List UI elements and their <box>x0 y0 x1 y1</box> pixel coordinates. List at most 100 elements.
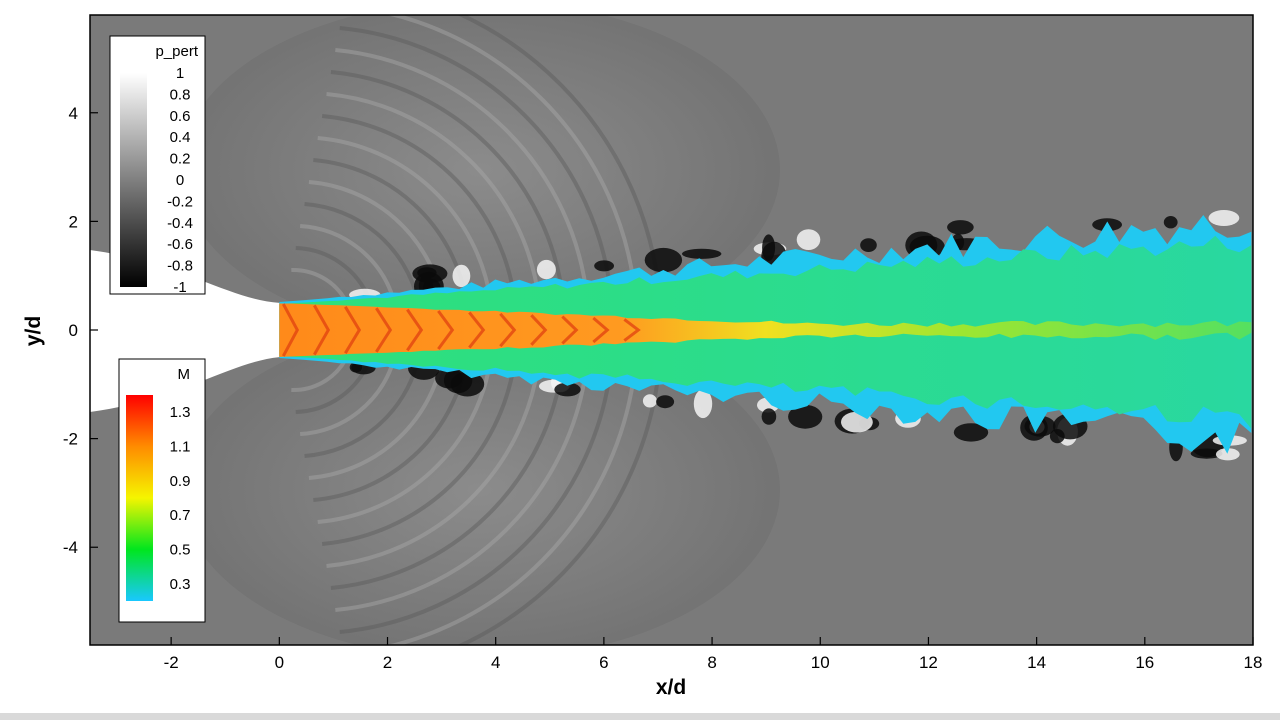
pressure-blob <box>1208 210 1240 226</box>
wave-arc <box>308 359 445 480</box>
shock-cell <box>623 318 641 342</box>
pressure-blob <box>452 264 471 288</box>
wave-arc <box>456 15 662 301</box>
y-tick-label: 0 <box>69 321 78 340</box>
legend-p-pert-title: p_pert <box>155 43 198 60</box>
legend-p-pert-label: 1 <box>176 65 184 82</box>
pressure-blob <box>1215 448 1240 461</box>
shock-cell <box>437 310 455 350</box>
wave-arc <box>317 136 493 301</box>
acoustic-wave-arcs <box>291 15 662 645</box>
legend-p-pert-label: 0.8 <box>170 86 191 103</box>
acoustic-wave-upper <box>180 15 780 340</box>
shock-cell <box>375 307 393 353</box>
legend-p-pert-label: 0.4 <box>170 129 191 146</box>
legend-p-pert-label: -0.4 <box>167 215 193 232</box>
x-tick-label: 2 <box>383 653 392 672</box>
shock-cell <box>499 312 517 348</box>
bottom-strip <box>0 713 1280 720</box>
wave-arc <box>321 359 517 546</box>
wave-arc <box>304 202 420 301</box>
pressure-blob <box>554 382 581 397</box>
wave-arc <box>291 267 348 302</box>
wave-arc <box>339 359 614 634</box>
x-tick-label: 8 <box>707 653 716 672</box>
shock-cells <box>282 303 641 357</box>
wave-arc <box>335 359 590 612</box>
legend-mach-title: M <box>178 366 191 383</box>
shock-cell <box>313 304 331 356</box>
pressure-blob <box>644 247 683 273</box>
y-tick-label: -4 <box>63 538 78 557</box>
legend-p-pert-label: -0.2 <box>167 193 193 210</box>
x-tick-label: 6 <box>599 653 608 672</box>
wave-arc <box>386 15 638 301</box>
shock-cell <box>530 314 548 346</box>
legend-mach-label: 0.9 <box>170 473 191 490</box>
jet-potential-core <box>279 303 1252 357</box>
wave-arc <box>330 359 566 590</box>
pressure-blob <box>594 260 614 272</box>
legend-p-pert-label: 0 <box>176 172 184 189</box>
legend-p-pert-label: -0.6 <box>167 236 193 253</box>
x-tick-label: 18 <box>1244 653 1263 672</box>
pressure-blob <box>536 259 556 280</box>
wave-arc <box>304 359 420 458</box>
pressure-blob <box>796 229 821 251</box>
wave-arc <box>300 224 396 301</box>
wave-arc <box>321 114 517 301</box>
y-tick-label: 4 <box>69 104 78 123</box>
wave-arc <box>339 26 614 301</box>
wave-arc <box>326 359 541 568</box>
shock-cell <box>344 306 362 354</box>
wave-arc <box>326 92 541 301</box>
legend-p-pert-label: -1 <box>173 279 186 296</box>
x-tick-label: 10 <box>811 653 830 672</box>
x-tick-label: 16 <box>1135 653 1154 672</box>
shock-cell <box>468 311 486 349</box>
pressure-field <box>90 15 1253 645</box>
wave-arc <box>456 359 662 645</box>
y-axis: -4 -2 0 2 4 <box>63 104 98 557</box>
pressure-blob <box>860 238 877 253</box>
x-axis-title: x/d <box>656 676 686 699</box>
legend-p-pert-label: -0.8 <box>167 258 193 275</box>
pressure-blob <box>953 423 989 442</box>
y-tick-label: -2 <box>63 430 78 449</box>
pressure-blob <box>682 248 722 259</box>
shock-cell <box>561 315 579 345</box>
legend-p-pert-label: 0.6 <box>170 108 191 125</box>
legend-mach-label: 0.5 <box>170 542 191 559</box>
pressure-blob <box>788 404 823 429</box>
wave-arc <box>317 359 493 524</box>
acoustic-wave-lower <box>180 320 780 645</box>
legend-mach-label: 1.3 <box>170 404 191 421</box>
wave-arc <box>386 359 638 645</box>
shock-cell <box>406 308 424 352</box>
shock-cell <box>282 303 300 357</box>
pressure-blob <box>693 389 713 419</box>
wave-arc <box>330 70 566 301</box>
x-tick-label: 0 <box>275 653 284 672</box>
legend-mach: M 1.3 1.1 0.9 0.7 0.5 0.3 <box>118 358 206 623</box>
pressure-blob <box>947 220 974 235</box>
pressure-blob <box>761 408 777 425</box>
pressure-blob <box>450 371 485 397</box>
shock-cell <box>592 316 610 344</box>
legend-p-pert-labels: 1 0.8 0.6 0.4 0.2 0 -0.2 -0.4 -0.6 -0.8 -1 <box>167 65 193 296</box>
wave-arc <box>300 359 396 436</box>
x-tick-label: 14 <box>1027 653 1046 672</box>
pressure-blob <box>656 395 675 409</box>
x-tick-label: 12 <box>919 653 938 672</box>
x-tick-label: 4 <box>491 653 500 672</box>
legend-mach-labels: 1.3 1.1 0.9 0.7 0.5 0.3 <box>170 404 191 593</box>
pressure-blob <box>642 394 657 408</box>
legend-mach-colorbar <box>126 395 153 601</box>
x-tick-label: -2 <box>164 653 179 672</box>
legend-p-pert: p_pert 1 0.8 0.6 0.4 0.2 0 -0.2 -0.4 -0.6 -0.8 -1 <box>109 35 206 296</box>
legend-mach-label: 0.3 <box>170 576 191 593</box>
pressure-blob <box>412 264 448 283</box>
legend-p-pert-colorbar <box>120 73 147 287</box>
y-tick-label: 2 <box>69 212 78 231</box>
